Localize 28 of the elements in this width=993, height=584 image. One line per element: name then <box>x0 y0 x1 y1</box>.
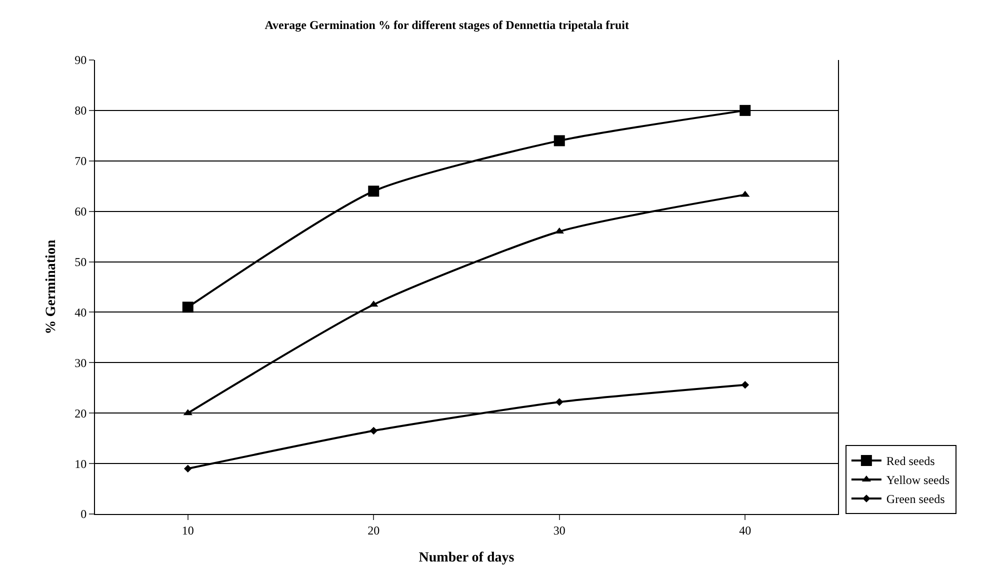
y-tick-label: 50 <box>74 254 87 269</box>
y-tick-label: 0 <box>80 507 87 522</box>
x-tick-label: 40 <box>739 523 752 538</box>
point <box>182 302 194 313</box>
y-tick-label: 40 <box>74 305 87 320</box>
y-tick-label: 60 <box>74 204 87 219</box>
x-axis-title: Number of days <box>418 550 515 566</box>
point <box>555 398 564 406</box>
y-tick-label: 20 <box>74 406 87 420</box>
y-tick-label: 80 <box>74 104 87 118</box>
point <box>554 135 565 146</box>
y-tick-label: 10 <box>74 456 87 471</box>
point <box>184 464 192 472</box>
y-tick-label: 70 <box>74 154 87 168</box>
point <box>740 104 751 116</box>
legend-label: Yellow seeds <box>886 473 950 488</box>
x-tick-label: 20 <box>368 523 380 538</box>
y-axis-title: % Germination <box>44 240 60 334</box>
legend-label: Red seeds <box>886 454 936 468</box>
x-tick-label: 30 <box>553 523 566 538</box>
point <box>368 186 380 197</box>
legend-label: Green seeds <box>886 492 946 506</box>
x-tick-label: 10 <box>182 523 194 538</box>
point <box>370 426 378 435</box>
point <box>741 380 750 389</box>
chart-title: Average Germination % for different stages of Dennettia tripetala fruit <box>264 18 629 32</box>
y-tick-label: 90 <box>74 53 87 68</box>
y-tick-label: 30 <box>74 356 87 370</box>
